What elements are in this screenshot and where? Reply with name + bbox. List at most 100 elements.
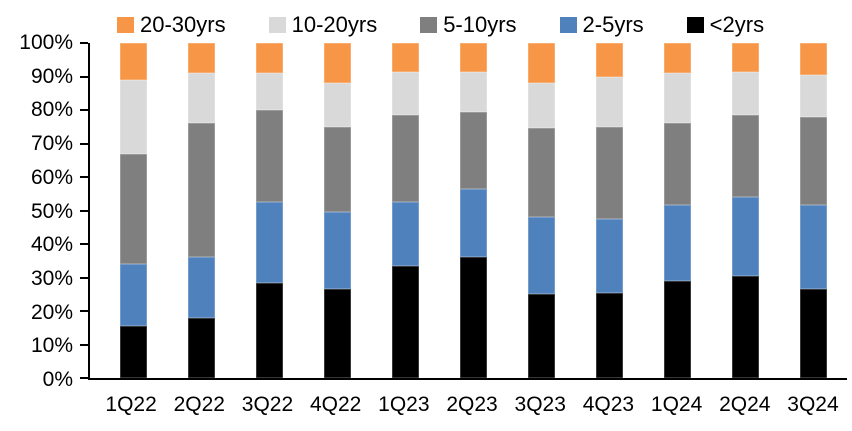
y-axis-tick-label: 80% bbox=[30, 98, 73, 122]
bar-segment-1020yrs bbox=[391, 71, 419, 116]
stacked-bar-3q24 bbox=[799, 43, 827, 378]
y-axis-tick-label: 70% bbox=[30, 132, 73, 156]
bar-segment-2030yrs bbox=[255, 43, 283, 74]
y-axis-tick-label: 90% bbox=[30, 64, 73, 88]
bar-segment-1020yrs bbox=[255, 73, 283, 111]
legend: 20-30yrs 10-20yrs 5-10yrs 2-5yrs <2yrs bbox=[117, 12, 764, 38]
y-axis-tick-mark bbox=[80, 310, 88, 312]
bar-slot bbox=[303, 43, 371, 378]
legend-item: 20-30yrs bbox=[117, 14, 226, 36]
legend-item: 10-20yrs bbox=[268, 12, 378, 37]
y-axis-tick-mark bbox=[80, 377, 88, 379]
x-axis-tick-label: 2Q24 bbox=[719, 393, 771, 416]
bar-segment-2yrs bbox=[527, 294, 555, 378]
bar-segment-2yrs bbox=[459, 257, 487, 378]
bar-segment-2yrs bbox=[255, 282, 283, 378]
bar-segment-1020yrs bbox=[459, 71, 487, 112]
x-axis-tick-label: 1Q22 bbox=[105, 393, 157, 416]
y-axis-tick-mark bbox=[80, 42, 88, 44]
bar-segment-1020yrs bbox=[731, 71, 759, 116]
bar-segment-2030yrs bbox=[459, 43, 487, 72]
x-axis-tick-label: 3Q22 bbox=[241, 393, 294, 416]
bar-segment-1020yrs bbox=[799, 74, 827, 117]
bar-segment-510yrs bbox=[323, 126, 351, 213]
x-axis-tick-label: 3Q23 bbox=[514, 393, 566, 416]
bar-segment-510yrs bbox=[187, 123, 215, 258]
bar-segment-2030yrs bbox=[187, 43, 215, 74]
stacked-bar-2q23 bbox=[459, 43, 487, 378]
bar-segment-510yrs bbox=[799, 116, 827, 206]
bar-segment-2030yrs bbox=[595, 43, 623, 77]
bar-segment-25yrs bbox=[459, 188, 487, 258]
bar-segment-25yrs bbox=[391, 202, 419, 266]
x-axis-tick-label: 4Q22 bbox=[309, 393, 362, 416]
bar-segment-1020yrs bbox=[527, 83, 555, 129]
legend-label: 20-30yrs bbox=[140, 12, 226, 37]
y-axis-tick-mark bbox=[80, 243, 88, 245]
y-axis-tick-mark bbox=[80, 209, 88, 212]
legend-swatch-icon bbox=[559, 17, 577, 33]
x-axis-tick-label: 2Q23 bbox=[446, 393, 498, 416]
bar-segment-25yrs bbox=[323, 212, 351, 290]
legend-item: 5-10yrs bbox=[420, 14, 517, 36]
y-axis-tick-label: 0% bbox=[42, 368, 73, 392]
bar-segment-2yrs bbox=[391, 265, 419, 378]
stacked-bar-1q23 bbox=[391, 43, 419, 378]
x-axis-tick-label: 1Q24 bbox=[650, 393, 703, 416]
bar-slot bbox=[507, 43, 575, 378]
bar-segment-510yrs bbox=[255, 110, 283, 203]
bar-segment-510yrs bbox=[119, 153, 147, 265]
x-axis-tick-label: 3Q24 bbox=[787, 393, 839, 416]
legend-swatch-icon bbox=[268, 17, 286, 33]
bar-segment-2030yrs bbox=[799, 43, 827, 75]
bar-slot bbox=[439, 43, 507, 378]
y-axis-tick-label: 20% bbox=[30, 300, 73, 324]
x-axis-tick-label: 1Q23 bbox=[378, 393, 430, 416]
bar-segment-25yrs bbox=[187, 257, 215, 318]
bar-slot bbox=[371, 43, 439, 378]
y-axis-tick-label: 100% bbox=[19, 31, 73, 55]
bar-slot bbox=[575, 43, 643, 378]
legend-label: 2-5yrs bbox=[582, 12, 644, 37]
stacked-bar-3q23 bbox=[527, 43, 555, 378]
bar-segment-510yrs bbox=[731, 115, 759, 198]
y-axis-tick-label: 60% bbox=[30, 165, 73, 189]
stacked-bar-1q22 bbox=[119, 43, 147, 378]
plot-area bbox=[80, 42, 847, 380]
y-axis-tick-mark bbox=[80, 109, 88, 111]
legend-item: <2yrs bbox=[686, 14, 764, 36]
y-axis-tick-label: 40% bbox=[30, 233, 73, 257]
legend-swatch-icon bbox=[117, 17, 134, 33]
bar-segment-2yrs bbox=[119, 326, 147, 378]
bar-segment-1020yrs bbox=[119, 79, 147, 154]
bar-segment-25yrs bbox=[119, 264, 147, 327]
legend-swatch-icon bbox=[420, 17, 438, 33]
bar-slot bbox=[235, 43, 303, 378]
stacked-bar-2q24 bbox=[731, 43, 759, 378]
bar-segment-1020yrs bbox=[187, 73, 215, 124]
bar-segment-25yrs bbox=[799, 205, 827, 290]
bar-segment-2030yrs bbox=[391, 43, 419, 72]
bar-segment-510yrs bbox=[459, 111, 487, 189]
bar-segment-1020yrs bbox=[323, 83, 351, 127]
x-axis-tick-label: 2Q22 bbox=[173, 393, 225, 416]
bar-segment-25yrs bbox=[255, 202, 283, 283]
bar-segment-510yrs bbox=[391, 115, 419, 203]
bar-segment-2yrs bbox=[595, 292, 623, 378]
y-axis: 100% 90% 80% 70% 60% 50% 40% 30% 20% 10% 0% bbox=[0, 32, 73, 390]
bar-segment-2030yrs bbox=[731, 43, 759, 72]
bar-segment-25yrs bbox=[527, 217, 555, 295]
legend-label: 10-20yrs bbox=[291, 12, 378, 37]
bar-segment-25yrs bbox=[595, 218, 623, 293]
y-axis-tick-label: 30% bbox=[30, 266, 73, 290]
y-axis-tick-mark bbox=[80, 176, 88, 178]
bars-container bbox=[90, 43, 847, 378]
y-axis-tick-label: 50% bbox=[30, 199, 73, 223]
y-axis-tick-mark bbox=[80, 142, 88, 145]
bar-slot bbox=[167, 43, 235, 378]
bar-segment-510yrs bbox=[663, 123, 691, 206]
bar-segment-2030yrs bbox=[663, 43, 691, 74]
bar-segment-2030yrs bbox=[527, 43, 555, 84]
bar-segment-2030yrs bbox=[119, 43, 147, 80]
